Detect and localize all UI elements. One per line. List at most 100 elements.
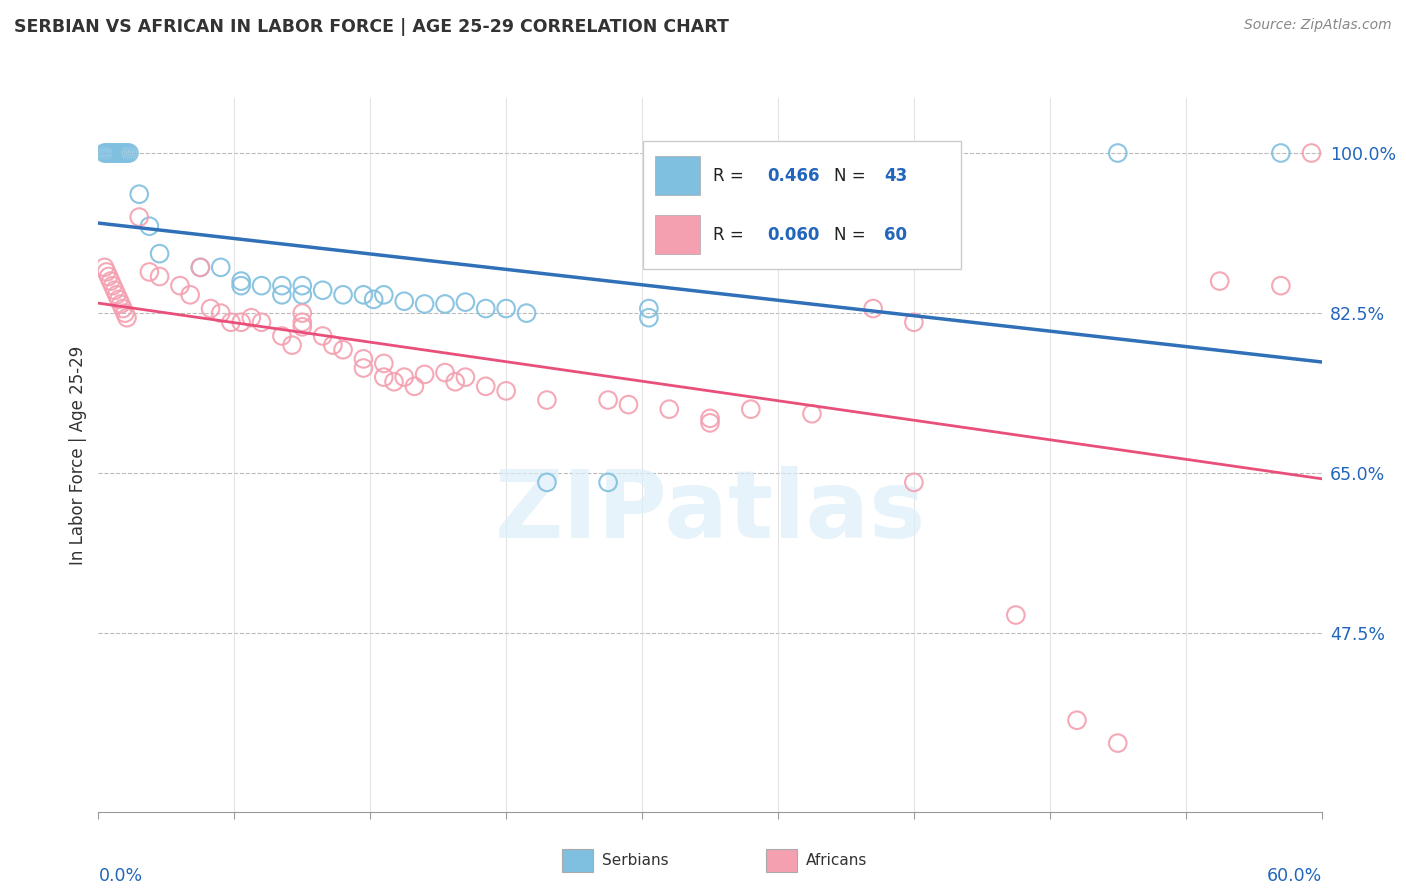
Point	[291, 319, 314, 334]
Point	[209, 306, 232, 320]
Point	[188, 260, 212, 275]
Point	[128, 187, 150, 202]
Point	[454, 295, 477, 310]
Point	[373, 370, 395, 384]
Point	[270, 278, 294, 293]
Point	[1107, 736, 1129, 750]
Point	[1004, 607, 1026, 622]
Point	[392, 294, 416, 309]
Point	[149, 269, 172, 284]
Point	[128, 210, 150, 224]
Point	[149, 246, 172, 260]
Point	[352, 361, 374, 376]
Point	[413, 368, 436, 382]
Point	[536, 475, 558, 490]
Point	[104, 146, 127, 161]
Point	[114, 146, 136, 161]
Point	[179, 288, 201, 302]
Point	[250, 315, 273, 329]
Point	[322, 338, 344, 352]
Point	[138, 219, 160, 234]
Point	[404, 379, 426, 393]
Point	[801, 407, 824, 421]
Text: 60.0%: 60.0%	[1267, 867, 1322, 885]
Point	[200, 301, 222, 316]
Point	[312, 329, 335, 343]
Point	[100, 146, 122, 161]
Point	[110, 146, 132, 161]
Point	[114, 306, 136, 320]
Point	[637, 310, 661, 325]
Text: Source: ZipAtlas.com: Source: ZipAtlas.com	[1244, 18, 1392, 32]
Point	[495, 384, 517, 398]
Point	[291, 288, 314, 302]
Point	[115, 310, 138, 325]
Point	[598, 392, 620, 407]
Point	[93, 260, 115, 275]
Point	[250, 278, 273, 293]
Point	[111, 146, 134, 161]
Point	[740, 402, 762, 417]
Point	[598, 475, 620, 490]
Point	[312, 283, 335, 297]
Point	[115, 146, 138, 161]
Point	[373, 288, 395, 302]
Point	[392, 370, 416, 384]
Point	[100, 274, 122, 288]
Point	[444, 375, 467, 389]
Point	[108, 146, 131, 161]
Point	[352, 288, 374, 302]
Point	[96, 146, 118, 161]
Point	[363, 293, 385, 307]
Point	[1270, 278, 1292, 293]
Point	[495, 301, 517, 316]
Text: Serbians: Serbians	[602, 854, 668, 868]
Point	[332, 343, 354, 357]
Point	[231, 315, 253, 329]
Point	[699, 411, 721, 425]
Point	[97, 146, 120, 161]
Point	[291, 306, 314, 320]
Point	[111, 301, 134, 316]
Point	[637, 301, 661, 316]
Text: SERBIAN VS AFRICAN IN LABOR FORCE | AGE 25-29 CORRELATION CHART: SERBIAN VS AFRICAN IN LABOR FORCE | AGE …	[14, 18, 728, 36]
Point	[105, 146, 128, 161]
Point	[281, 338, 304, 352]
Text: Africans: Africans	[806, 854, 868, 868]
Point	[434, 297, 457, 311]
Point	[169, 278, 191, 293]
Point	[231, 274, 253, 288]
Point	[108, 293, 131, 307]
Point	[291, 315, 314, 329]
Point	[188, 260, 212, 275]
Point	[332, 288, 354, 302]
Point	[270, 288, 294, 302]
Point	[270, 329, 294, 343]
Point	[219, 315, 242, 329]
Point	[413, 297, 436, 311]
Point	[536, 392, 558, 407]
Point	[209, 260, 232, 275]
Point	[104, 283, 127, 297]
Point	[118, 146, 141, 161]
Point	[101, 278, 124, 293]
Point	[903, 315, 925, 329]
Point	[231, 278, 253, 293]
Point	[96, 265, 118, 279]
Point	[1209, 274, 1232, 288]
Point	[434, 366, 457, 380]
Point	[101, 146, 124, 161]
Point	[474, 301, 498, 316]
Point	[382, 375, 405, 389]
Point	[138, 265, 160, 279]
Point	[516, 306, 538, 320]
Text: ZIPatlas: ZIPatlas	[495, 466, 925, 558]
Point	[903, 475, 925, 490]
Point	[1107, 146, 1129, 161]
Point	[474, 379, 498, 393]
Point	[97, 269, 120, 284]
Point	[1066, 713, 1088, 727]
Point	[617, 398, 640, 412]
Point	[240, 310, 263, 325]
Y-axis label: In Labor Force | Age 25-29: In Labor Force | Age 25-29	[69, 345, 87, 565]
